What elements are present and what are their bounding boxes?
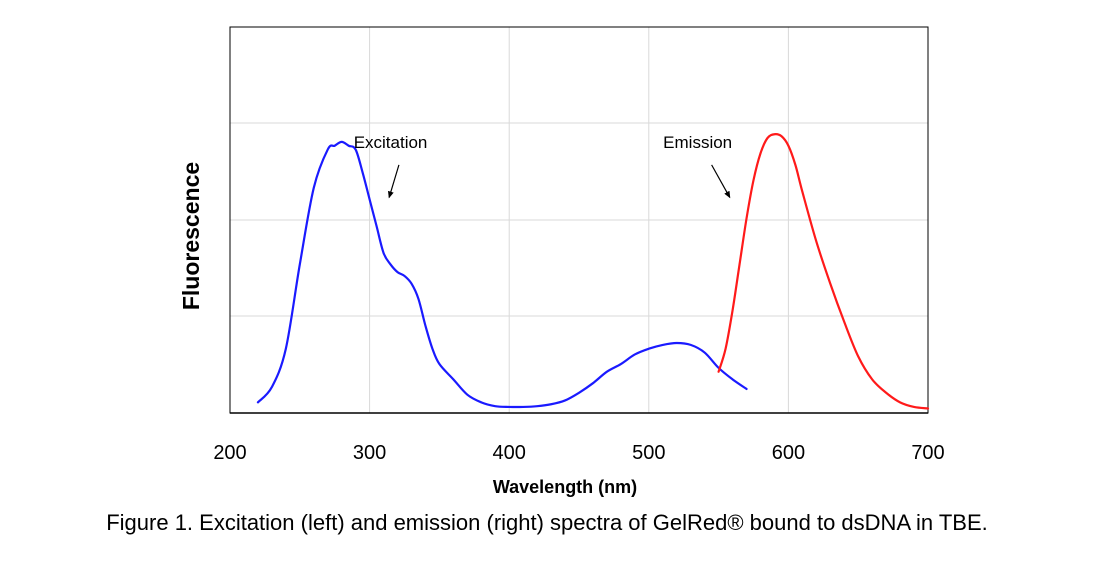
emission-label: Emission [663,133,732,152]
excitation-label: Excitation [354,133,428,152]
emission-arrow [711,164,731,199]
emission-curve [717,133,930,410]
annotations: Excitation Emission [354,133,732,199]
y-axis-title: Fluorescence [178,162,204,310]
excitation-arrow [387,164,400,199]
grid-layer [230,27,928,413]
figure-caption: Figure 1. Excitation (left) and emission… [106,510,988,535]
series-layer [256,133,930,410]
x-tick-label-700: 700 [911,442,944,464]
x-tick-label-200: 200 [213,442,246,464]
x-tick-label-400: 400 [493,442,526,464]
x-tick-label-500: 500 [632,442,665,464]
x-tick-label-600: 600 [772,442,805,464]
x-tick-labels: 200 300 400 500 600 700 [213,442,944,464]
x-axis-title: Wavelength (nm) [493,477,637,497]
x-tick-label-300: 300 [353,442,386,464]
excitation-curve [256,140,748,409]
